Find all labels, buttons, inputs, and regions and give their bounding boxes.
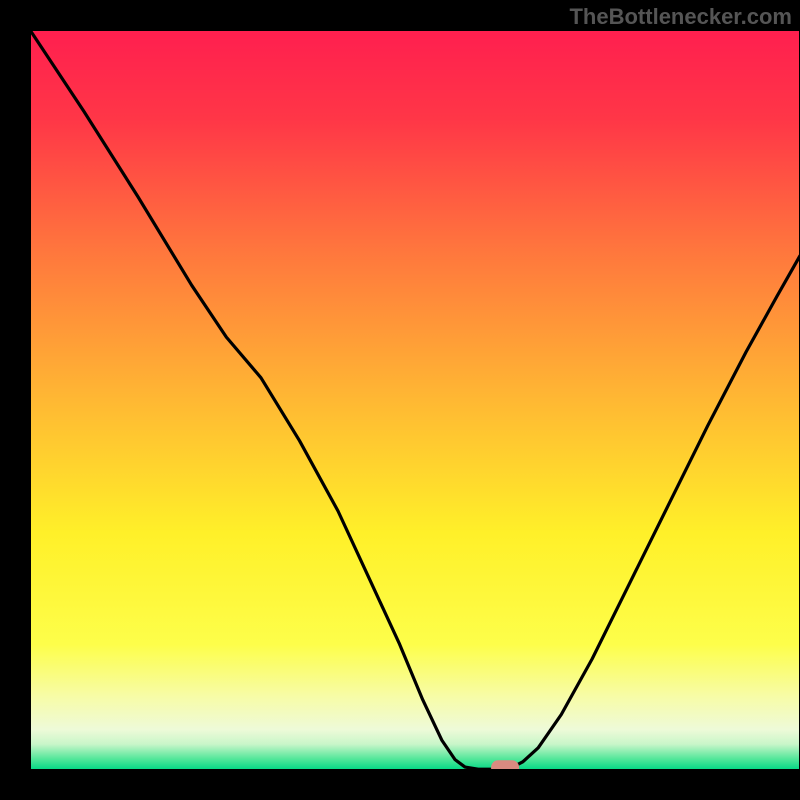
plot-background-gradient: [30, 30, 800, 770]
plot-area: [30, 30, 800, 775]
chart-container: { "watermark": { "text": "TheBottlenecke…: [0, 0, 800, 800]
watermark-text: TheBottlenecker.com: [569, 4, 792, 30]
bottleneck-chart: [0, 0, 800, 800]
